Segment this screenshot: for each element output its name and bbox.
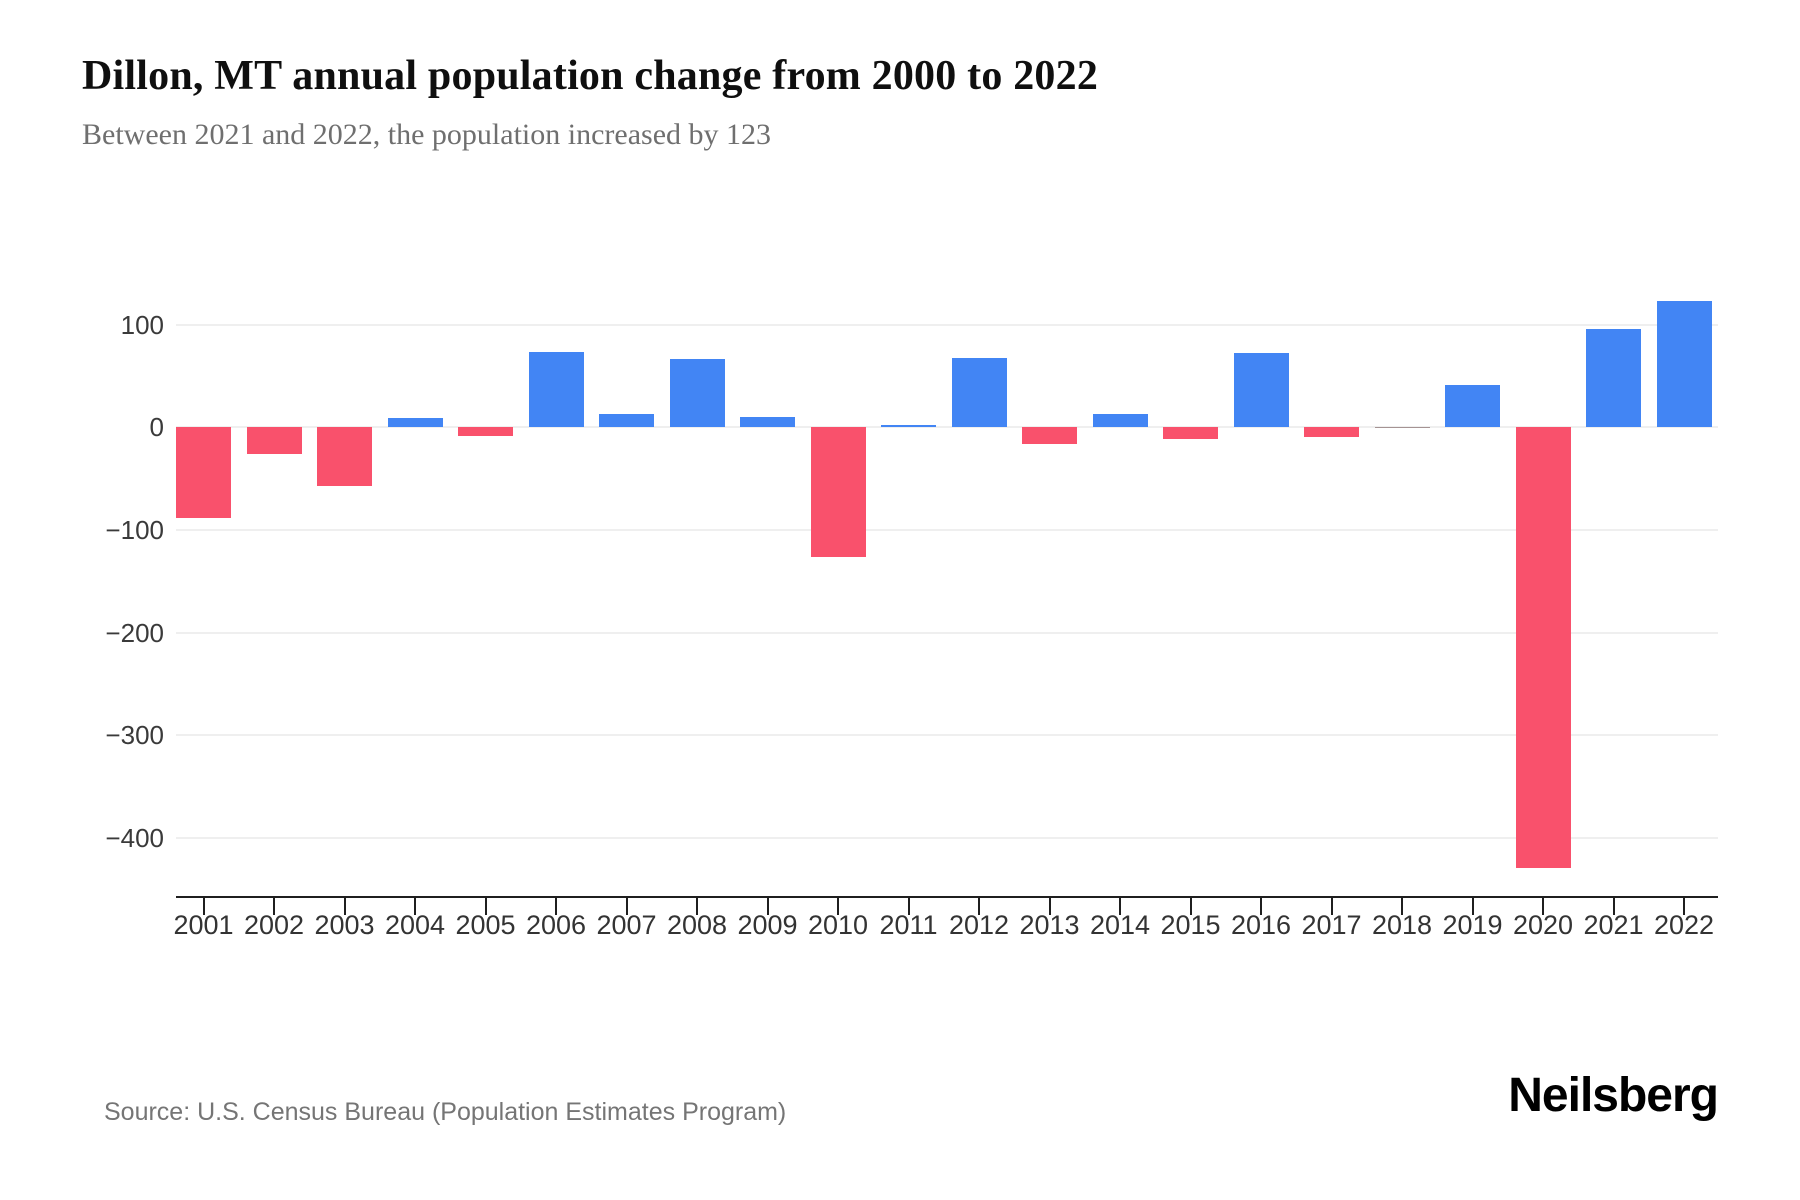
x-axis-label-2007: 2007 [596, 910, 657, 940]
x-axis-tick [273, 898, 275, 915]
x-axis-label-2014: 2014 [1089, 910, 1151, 940]
x-axis-tick [1119, 898, 1121, 915]
x-axis-tick [625, 898, 628, 915]
source-note: Source: U.S. Census Bureau (Population E… [104, 1098, 787, 1126]
x-axis-line [176, 896, 1718, 898]
gridline-−100 [176, 528, 1718, 531]
bar-2007[interactable] [599, 413, 654, 428]
bar-2004[interactable] [387, 418, 443, 428]
x-axis-tick [1189, 898, 1192, 915]
bar-2022[interactable] [1656, 301, 1712, 428]
bar-2017[interactable] [1304, 427, 1359, 437]
y-axis-tick-label: −400 [105, 822, 164, 853]
x-axis-label-2004: 2004 [384, 910, 446, 940]
bar-2014[interactable] [1092, 413, 1148, 428]
gridline-−300 [176, 734, 1718, 737]
x-axis-tick [1260, 898, 1262, 915]
y-axis-tick-label: −200 [105, 617, 164, 648]
x-axis-label-2001: 2001 [173, 910, 234, 940]
x-axis-tick [1683, 898, 1685, 915]
bar-2015[interactable] [1163, 427, 1218, 439]
x-axis-tick [555, 898, 557, 915]
x-axis-label-2006: 2006 [525, 910, 587, 940]
x-axis-tick [202, 898, 205, 915]
bar-2020[interactable] [1515, 427, 1571, 869]
bar-2019[interactable] [1445, 385, 1500, 428]
y-axis-tick-label: 0 [149, 412, 164, 443]
bar-2010[interactable] [810, 427, 866, 557]
bar-2013[interactable] [1022, 427, 1077, 444]
bar-2012[interactable] [951, 357, 1007, 428]
bar-2006[interactable] [528, 352, 584, 428]
x-axis-label-2022: 2022 [1653, 910, 1715, 940]
x-axis-label-2008: 2008 [666, 910, 728, 940]
x-axis-tick [343, 898, 346, 915]
x-axis-label-2015: 2015 [1160, 910, 1221, 940]
x-axis-tick [1048, 898, 1051, 915]
gridline-−200 [176, 631, 1718, 634]
x-axis-label-2020: 2020 [1512, 910, 1574, 940]
y-axis-tick-label: 100 [120, 309, 164, 340]
x-axis-label-2005: 2005 [455, 910, 516, 940]
x-axis-tick [1542, 898, 1544, 915]
x-axis-label-2011: 2011 [879, 910, 938, 940]
brand-logo[interactable]: Neilsberg [1508, 1069, 1719, 1122]
x-axis-tick [414, 898, 416, 915]
gridline-−400 [176, 836, 1718, 839]
x-axis-tick [696, 898, 698, 915]
bar-2011[interactable] [881, 425, 936, 428]
x-axis-label-2003: 2003 [314, 910, 375, 940]
x-axis-label-2013: 2013 [1019, 910, 1080, 940]
x-axis-tick [1401, 898, 1403, 915]
bar-2008[interactable] [669, 358, 725, 428]
x-axis-tick [766, 898, 769, 915]
x-axis-label-2009: 2009 [737, 910, 798, 940]
bar-2005[interactable] [458, 427, 513, 436]
x-axis-label-2019: 2019 [1442, 910, 1503, 940]
x-axis-tick [978, 898, 980, 915]
x-axis-label-2010: 2010 [807, 910, 869, 940]
x-axis-label-2018: 2018 [1371, 910, 1433, 940]
bar-2002[interactable] [246, 427, 302, 454]
x-axis-tick [837, 898, 839, 915]
x-axis-label-2012: 2012 [948, 910, 1010, 940]
x-axis-label-2002: 2002 [243, 910, 305, 940]
x-axis-label-2017: 2017 [1301, 910, 1362, 940]
page-subtitle: Between 2021 and 2022, the population in… [82, 118, 772, 151]
gridline-100 [176, 323, 1718, 326]
y-axis-tick-label: −300 [105, 720, 164, 751]
bar-2009[interactable] [740, 417, 795, 428]
x-axis-tick [1612, 898, 1615, 915]
x-axis-tick [907, 898, 910, 915]
bar-2018[interactable] [1374, 426, 1430, 429]
x-axis-label-2021: 2021 [1583, 910, 1644, 940]
x-axis-label-2016: 2016 [1230, 910, 1292, 940]
x-axis-tick [1330, 898, 1333, 915]
x-axis-tick [1471, 898, 1474, 915]
gridline-0 [176, 426, 1718, 429]
y-axis-tick-label: −100 [105, 514, 164, 545]
bar-2003[interactable] [317, 427, 372, 486]
bar-2001[interactable] [176, 427, 231, 518]
bar-2016[interactable] [1233, 353, 1289, 428]
x-axis-tick [484, 898, 487, 915]
page-title: Dillon, MT annual population change from… [82, 53, 1099, 99]
bar-2021[interactable] [1586, 328, 1641, 428]
